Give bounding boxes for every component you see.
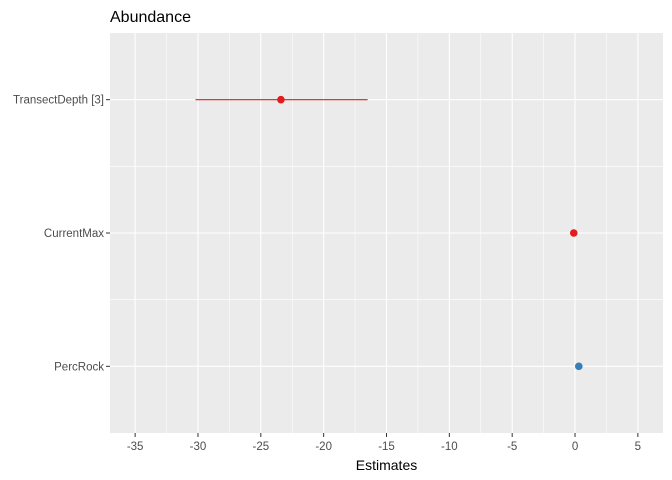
x-tick-label: -15 (378, 441, 395, 453)
x-tick-label: -10 (441, 441, 458, 453)
x-tick-label: -30 (190, 441, 207, 453)
x-axis: -35 -30 -25 -20 -15 -10 -5 0 5 (127, 433, 641, 453)
y-tick-label: CurrentMax (44, 228, 104, 240)
x-tick-label: -5 (507, 441, 517, 453)
estimate-marks (195, 95, 583, 371)
x-tick-label: 0 (572, 441, 578, 453)
estimate-point (574, 362, 583, 371)
x-tick-label: -35 (127, 441, 144, 453)
estimate-point (569, 229, 578, 237)
y-tick-label: PercRock (54, 361, 104, 373)
major-gridlines (110, 33, 663, 433)
x-tick-label: -25 (253, 441, 270, 453)
x-axis-label: Estimates (356, 457, 417, 473)
x-tick-label: -20 (315, 441, 332, 453)
y-tick-label: TransectDepth [3] (13, 95, 104, 107)
estimate-point (277, 95, 285, 104)
y-axis: TransectDepth [3] CurrentMax PercRock (13, 95, 110, 373)
x-tick-label: 5 (635, 441, 641, 453)
chart-title: Abundance (110, 9, 191, 26)
